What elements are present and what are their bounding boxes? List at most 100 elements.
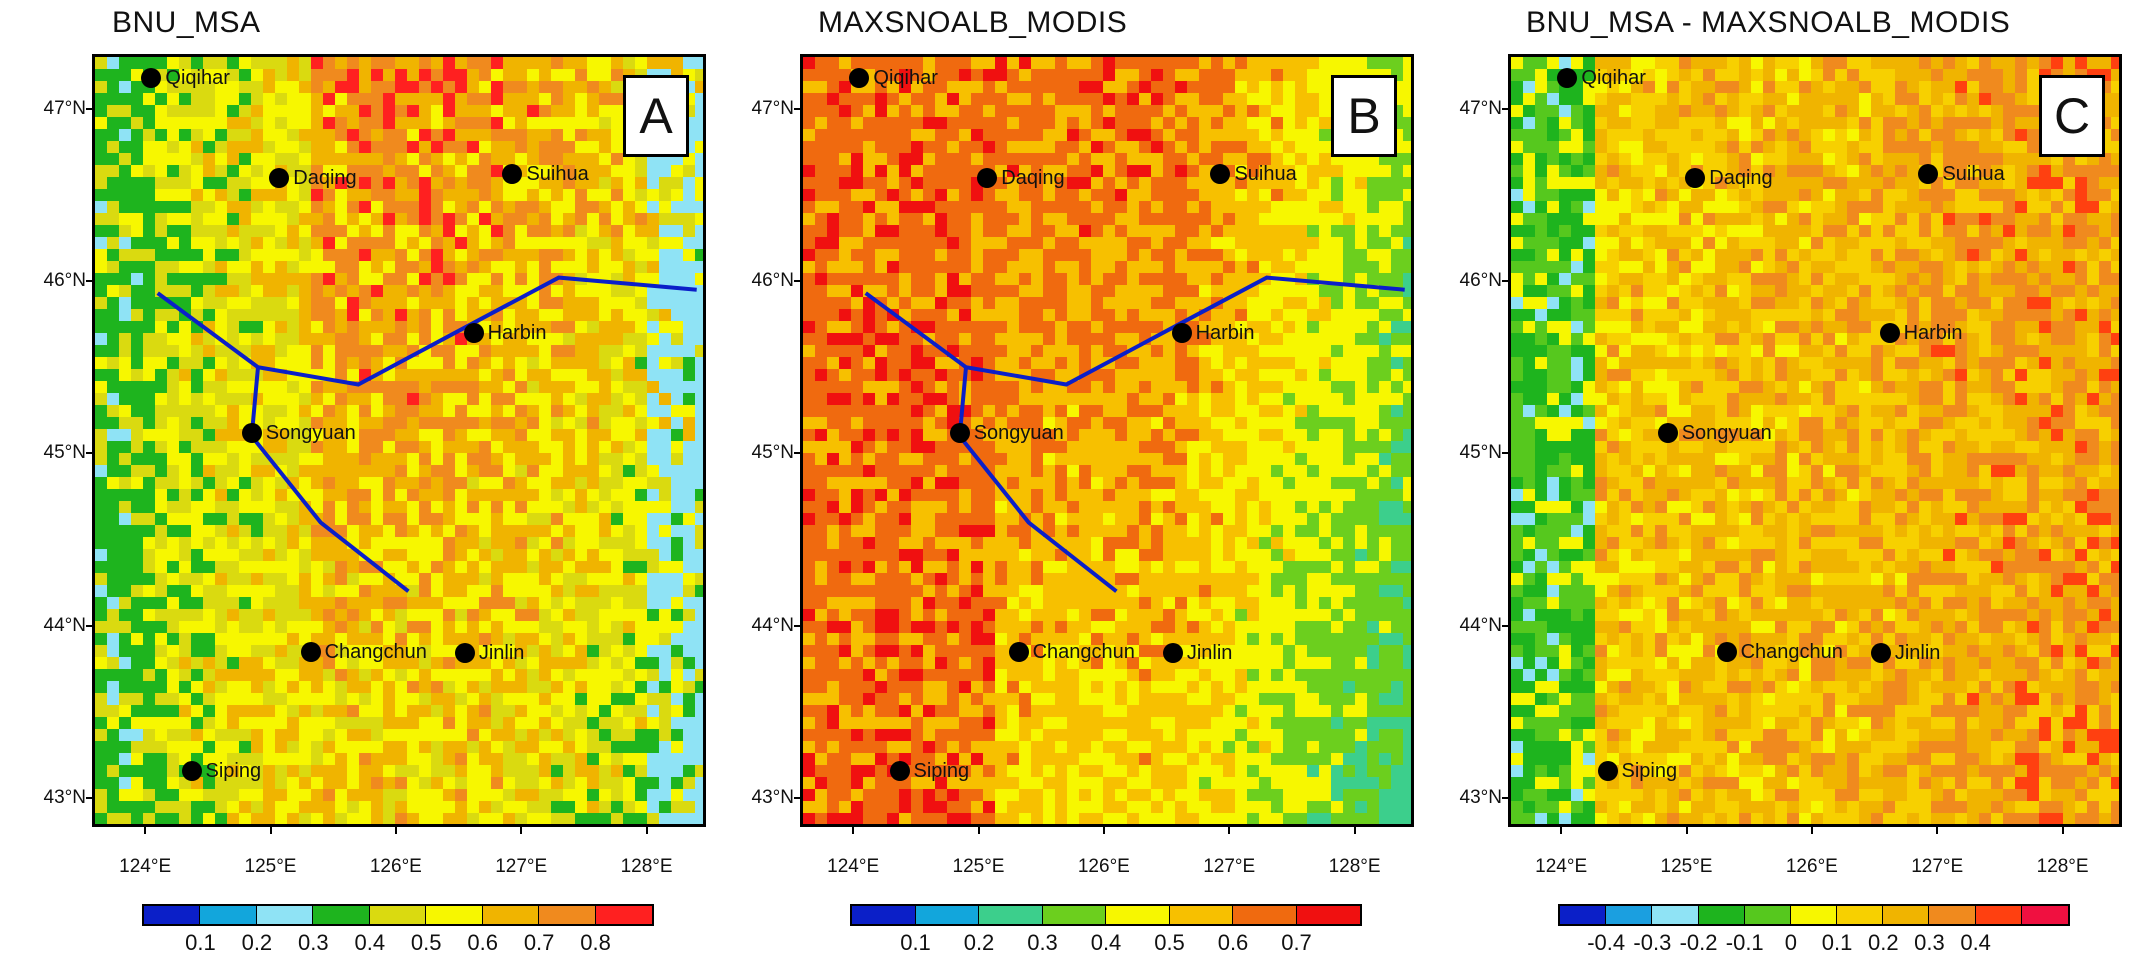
field-cell [551,249,563,261]
field-cell [167,669,179,681]
field-cell [611,693,623,705]
field-cell [623,645,635,657]
field-cell [227,405,239,417]
field-cell [1199,381,1211,393]
field-cell [1307,381,1319,393]
field-cell [503,561,515,573]
field-cell [131,765,143,777]
field-cell [323,321,335,333]
field-cell [899,213,911,225]
field-cell [95,513,107,525]
field-cell [503,81,515,93]
river-line [249,367,410,593]
field-cell [671,297,683,309]
field-cell [539,453,551,465]
field-cell [263,57,275,69]
field-cell [1127,81,1139,93]
field-cell [479,513,491,525]
field-cell [659,213,671,225]
field-cell [947,333,959,345]
field-cell [1391,309,1403,321]
field-cell [299,813,311,824]
field-cell [179,273,191,285]
field-cell [311,609,323,621]
field-cell [515,189,527,201]
field-cell [551,333,563,345]
field-cell [1055,309,1067,321]
field-cell [551,417,563,429]
field-cell [383,369,395,381]
field-cell [203,225,215,237]
field-cell [311,705,323,717]
field-cell [323,381,335,393]
field-cell [611,453,623,465]
field-cell [683,729,695,741]
field-cell [1187,213,1199,225]
field-cell [143,597,155,609]
field-cell [1031,285,1043,297]
field-cell [395,525,407,537]
field-cell [407,597,419,609]
field-cell [1103,321,1115,333]
field-cell [287,93,299,105]
field-cell [443,765,455,777]
field-cell [227,177,239,189]
field-cell [1067,393,1079,405]
field-cell [1295,357,1307,369]
field-cell [395,633,407,645]
field-cell [119,321,131,333]
field-cell [683,297,695,309]
field-cell [1019,177,1031,189]
field-cell [275,477,287,489]
field-cell [1355,261,1367,273]
field-cell [647,609,659,621]
field-cell [443,93,455,105]
field-cell [683,597,695,609]
field-cell [1271,201,1283,213]
field-cell [1199,393,1211,405]
field-cell [1295,369,1307,381]
field-cell [503,333,515,345]
field-cell [527,777,539,789]
field-cell [419,81,431,93]
field-cell [359,765,371,777]
field-cell [1199,429,1211,441]
field-cell [191,69,203,81]
field-cell [1403,189,1411,201]
field-cell [539,705,551,717]
field-cell [299,225,311,237]
field-cell [227,633,239,645]
field-cell [155,717,167,729]
field-cell [1199,453,1211,465]
field-cell [923,381,935,393]
field-cell [1403,417,1411,429]
field-cell [695,441,703,453]
field-cell [635,273,647,285]
field-cell [995,345,1007,357]
field-cell [911,417,923,429]
field-cell [851,321,863,333]
field-cell [155,153,167,165]
field-cell [455,117,467,129]
field-cell [551,405,563,417]
field-cell [1331,381,1343,393]
field-cell [803,189,815,201]
field-cell [683,693,695,705]
field-cell [803,177,815,189]
field-cell [1295,165,1307,177]
field-cell [515,753,527,765]
field-cell [611,705,623,717]
field-cell [695,597,703,609]
field-cell [275,813,287,824]
field-cell [587,357,599,369]
field-cell [587,585,599,597]
field-cell [575,237,587,249]
field-cell [395,189,407,201]
field-cell [1247,213,1259,225]
field-cell [383,129,395,141]
field-cell [563,717,575,729]
field-cell [1043,285,1055,297]
field-cell [203,117,215,129]
field-cell [1127,213,1139,225]
field-cell [347,669,359,681]
